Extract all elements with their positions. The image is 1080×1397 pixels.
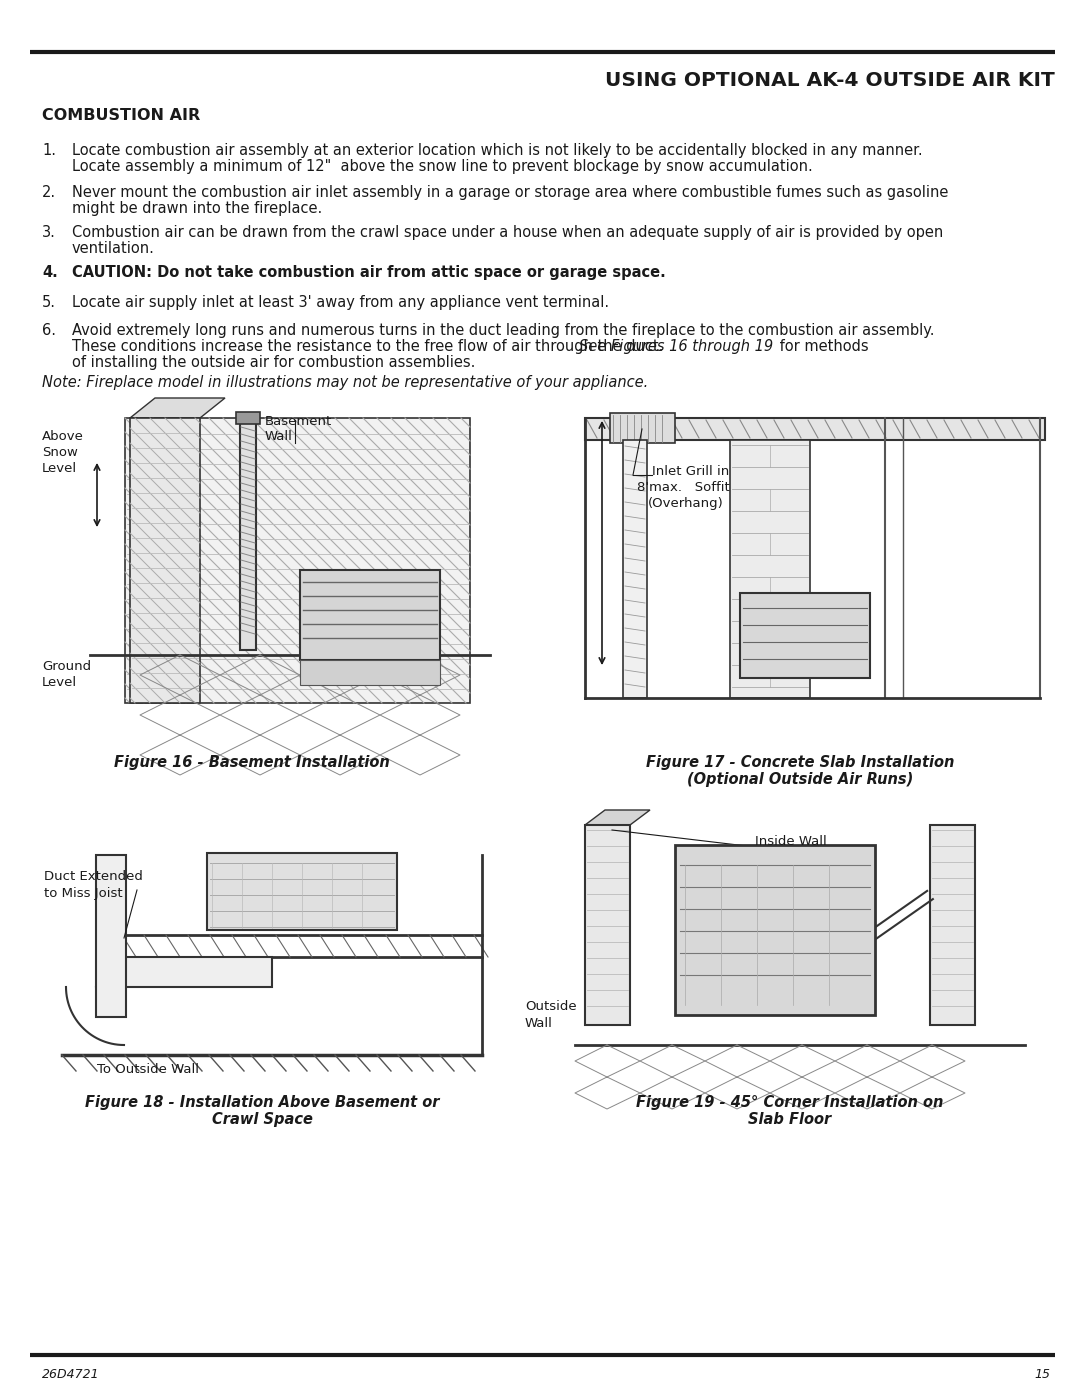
- Bar: [930, 826, 975, 1025]
- Text: Snow: Snow: [42, 446, 78, 460]
- Text: Figure 19 - 45° Corner Installation on: Figure 19 - 45° Corner Installation on: [636, 1095, 944, 1111]
- Text: Ground: Ground: [42, 659, 91, 673]
- Text: Figure 18 - Installation Above Basement or: Figure 18 - Installation Above Basement …: [84, 1095, 440, 1111]
- Text: ventilation.: ventilation.: [72, 242, 154, 256]
- Text: USING OPTIONAL AK-4 OUTSIDE AIR KIT: USING OPTIONAL AK-4 OUTSIDE AIR KIT: [605, 70, 1055, 89]
- Text: Crawl Space: Crawl Space: [212, 1112, 312, 1127]
- Bar: [740, 592, 870, 678]
- Text: See Figures 16 through 19: See Figures 16 through 19: [579, 339, 773, 353]
- Text: Above: Above: [42, 430, 84, 443]
- Text: 1.: 1.: [42, 142, 56, 158]
- Text: Level: Level: [42, 676, 77, 689]
- Bar: [96, 855, 126, 1017]
- Text: 3.: 3.: [42, 225, 56, 240]
- Text: might be drawn into the fireplace.: might be drawn into the fireplace.: [72, 201, 322, 217]
- Text: COMBUSTION AIR: COMBUSTION AIR: [42, 108, 200, 123]
- Text: Figure 17 - Concrete Slab Installation: Figure 17 - Concrete Slab Installation: [646, 754, 955, 770]
- Text: Wall: Wall: [265, 430, 293, 443]
- Text: Combustion air can be drawn from the crawl space under a house when an adequate : Combustion air can be drawn from the cra…: [72, 225, 943, 240]
- Text: 26D4721: 26D4721: [42, 1369, 99, 1382]
- Bar: [125, 418, 470, 703]
- Bar: [300, 659, 440, 685]
- Text: Avoid extremely long runs and numerous turns in the duct leading from the firepl: Avoid extremely long runs and numerous t…: [72, 323, 934, 338]
- Text: Locate air supply inlet at least 3' away from any appliance vent terminal.: Locate air supply inlet at least 3' away…: [72, 295, 609, 310]
- Bar: [610, 414, 675, 443]
- Text: Note: Fireplace model in illustrations may not be representative of your applian: Note: Fireplace model in illustrations m…: [42, 374, 648, 390]
- Bar: [300, 570, 440, 659]
- Text: Locate combustion air assembly at an exterior location which is not likely to be: Locate combustion air assembly at an ext…: [72, 142, 922, 158]
- Text: Basement: Basement: [265, 415, 333, 427]
- Bar: [585, 826, 630, 1025]
- Text: Duct Extended: Duct Extended: [44, 870, 143, 883]
- Text: CAUTION: Do not take combustion air from attic space or garage space.: CAUTION: Do not take combustion air from…: [72, 265, 665, 279]
- Bar: [130, 418, 200, 703]
- Bar: [124, 957, 272, 988]
- Text: Figure 16 - Basement Installation: Figure 16 - Basement Installation: [114, 754, 390, 770]
- Text: Level: Level: [42, 462, 77, 475]
- Polygon shape: [130, 398, 225, 418]
- Text: for methods: for methods: [775, 339, 868, 353]
- Text: Outside: Outside: [525, 1000, 577, 1013]
- Text: (Optional Outside Air Runs): (Optional Outside Air Runs): [687, 773, 913, 787]
- Text: To Outside Wall: To Outside Wall: [97, 1063, 199, 1076]
- Bar: [730, 440, 810, 698]
- Text: 5.: 5.: [42, 295, 56, 310]
- Bar: [623, 440, 647, 698]
- Text: Slab Floor: Slab Floor: [748, 1112, 832, 1127]
- Bar: [237, 412, 260, 425]
- Text: 15: 15: [1034, 1369, 1050, 1382]
- Text: These conditions increase the resistance to the free flow of air through the duc: These conditions increase the resistance…: [72, 339, 669, 353]
- Bar: [240, 422, 256, 650]
- Text: of installing the outside air for combustion assemblies.: of installing the outside air for combus…: [72, 355, 475, 370]
- Text: to Miss Joist: to Miss Joist: [44, 887, 123, 900]
- Text: 2.: 2.: [42, 184, 56, 200]
- Text: (Overhang): (Overhang): [648, 497, 724, 510]
- Text: Locate assembly a minimum of 12"  above the snow line to prevent blockage by sno: Locate assembly a minimum of 12" above t…: [72, 159, 813, 175]
- Polygon shape: [585, 810, 650, 826]
- Text: 8'max.   Soffit: 8'max. Soffit: [637, 481, 730, 495]
- Bar: [675, 845, 875, 1016]
- Text: Wall: Wall: [525, 1017, 553, 1030]
- Bar: [207, 854, 397, 930]
- Text: Inside Wall: Inside Wall: [755, 835, 827, 848]
- Text: 6.: 6.: [42, 323, 56, 338]
- Text: Never mount the combustion air inlet assembly in a garage or storage area where : Never mount the combustion air inlet ass…: [72, 184, 948, 200]
- Text: 4.: 4.: [42, 265, 57, 279]
- Bar: [585, 418, 1045, 440]
- Text: Inlet Grill in: Inlet Grill in: [652, 465, 729, 478]
